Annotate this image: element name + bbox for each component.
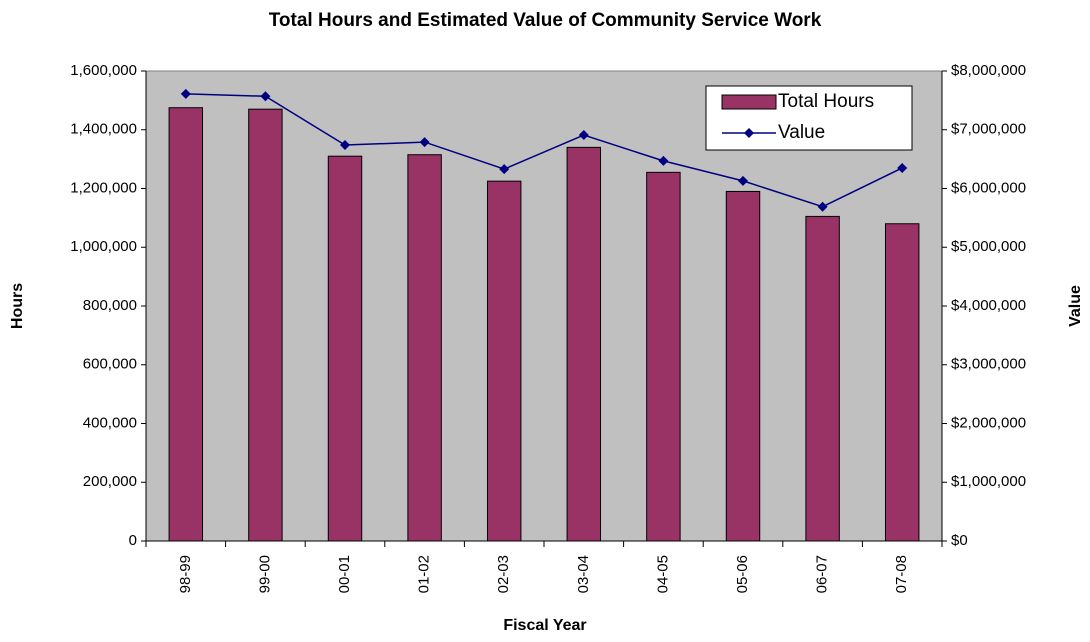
y-tick-label: 0 — [129, 532, 137, 549]
x-tick-label: 01-02 — [416, 555, 433, 593]
y-tick-label: 1,400,000 — [70, 121, 137, 138]
marker — [817, 201, 828, 212]
y-tick-label: 1,600,000 — [70, 62, 137, 79]
y2-tick-label: $8,000,000 — [951, 62, 1026, 79]
bar — [407, 154, 442, 542]
bar — [486, 180, 522, 542]
x-tick-label: 00-01 — [336, 555, 353, 593]
y2-tick-label: $4,000,000 — [951, 297, 1026, 314]
bar — [725, 190, 761, 542]
legend-marker — [744, 128, 754, 138]
marker — [658, 155, 669, 166]
line — [185, 93, 903, 208]
marker — [180, 88, 191, 99]
bar — [327, 155, 363, 542]
bar — [566, 146, 602, 542]
marker — [738, 175, 748, 186]
y-axis-title: Hours — [9, 283, 26, 329]
marker — [499, 164, 510, 175]
chart-title: Total Hours and Estimated Value of Commu… — [269, 10, 822, 31]
marker — [419, 137, 430, 148]
x-tick-label: 03-04 — [575, 555, 592, 593]
x-tick-label: 02-03 — [495, 555, 512, 593]
legend-label: Value — [778, 122, 825, 143]
y2-tick-label: $5,000,000 — [951, 238, 1026, 255]
y2-tick-label: $2,000,000 — [951, 414, 1026, 431]
y2-axis-title: Value — [1067, 285, 1084, 327]
x-tick-label: 04-05 — [654, 555, 671, 593]
y-tick-label: 400,000 — [83, 414, 137, 431]
x-tick-label: 05-06 — [734, 555, 751, 593]
y2-tick-label: $6,000,000 — [951, 179, 1026, 196]
legend-swatch — [721, 94, 777, 110]
legend-label: Total Hours — [778, 91, 874, 112]
marker — [340, 140, 350, 151]
y-tick-label: 200,000 — [83, 473, 137, 490]
y-tick-label: 600,000 — [83, 356, 137, 373]
y2-tick-label: $7,000,000 — [951, 121, 1026, 138]
legend: Total Hours Value — [705, 85, 913, 151]
bar — [646, 171, 681, 542]
x-tick-label: 06-07 — [814, 555, 831, 593]
marker — [260, 91, 271, 102]
y2-tick-label: $1,000,000 — [951, 473, 1026, 490]
bar — [168, 107, 204, 542]
bar — [248, 108, 283, 542]
y2-tick-label: $0 — [951, 532, 968, 549]
x-axis-title: Fiscal Year — [503, 617, 586, 634]
y-tick-label: 1,000,000 — [70, 238, 137, 255]
marker — [578, 130, 589, 141]
bar — [884, 223, 920, 542]
y-tick-label: 800,000 — [83, 297, 137, 314]
x-tick-label: 98-99 — [177, 555, 194, 593]
x-tick-label: 07-08 — [893, 555, 910, 593]
x-tick-label: 99-00 — [256, 555, 273, 593]
y-tick-label: 1,200,000 — [70, 179, 137, 196]
y2-tick-label: $3,000,000 — [951, 356, 1026, 373]
marker — [897, 162, 908, 173]
bar — [805, 215, 840, 542]
